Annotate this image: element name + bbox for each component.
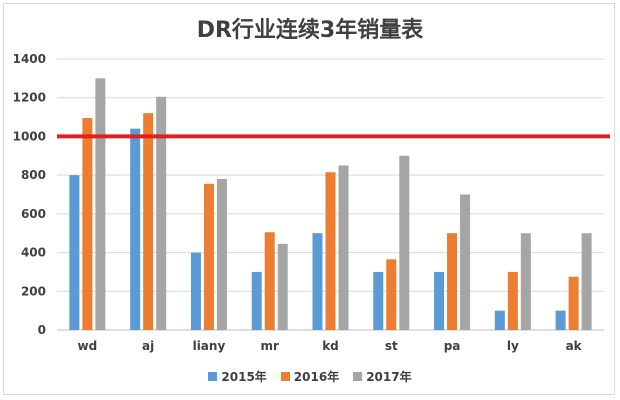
legend-item: 2015年 bbox=[208, 368, 267, 385]
bar bbox=[156, 96, 167, 330]
bar bbox=[338, 165, 349, 330]
bar bbox=[251, 271, 262, 330]
bar bbox=[460, 194, 471, 330]
bar bbox=[143, 113, 154, 330]
bar bbox=[581, 233, 592, 330]
legend-label: 2016年 bbox=[293, 370, 340, 384]
bar bbox=[95, 78, 106, 330]
bar bbox=[69, 175, 80, 330]
legend-label: 2015年 bbox=[221, 370, 267, 384]
bar bbox=[325, 172, 336, 330]
x-tick-label: st bbox=[385, 339, 398, 353]
legend-item: 2017年 bbox=[353, 368, 412, 385]
bar bbox=[507, 271, 518, 330]
bar bbox=[399, 155, 410, 330]
bar bbox=[190, 252, 201, 330]
bar bbox=[130, 128, 141, 330]
legend-item: 2016年 bbox=[280, 368, 340, 385]
x-tick-label: pa bbox=[444, 339, 461, 353]
bar bbox=[568, 276, 579, 330]
y-tick-label: 200 bbox=[21, 284, 46, 298]
legend-swatch bbox=[208, 372, 218, 381]
x-tick-label: kd bbox=[322, 339, 339, 353]
y-tick-label: 1000 bbox=[13, 129, 46, 143]
y-tick-label: 0 bbox=[38, 323, 46, 337]
legend-label: 2017年 bbox=[366, 370, 412, 384]
bar bbox=[203, 183, 214, 330]
chart-title: DR行业连续3年销量表 bbox=[196, 18, 424, 43]
y-tick-label: 600 bbox=[21, 207, 46, 221]
bar bbox=[447, 233, 458, 330]
bar bbox=[277, 243, 288, 330]
bar bbox=[555, 310, 566, 330]
bar bbox=[494, 310, 505, 330]
x-tick-label: liany bbox=[193, 339, 226, 353]
x-tick-label: wd bbox=[78, 339, 98, 353]
x-tick-label: ly bbox=[507, 339, 519, 353]
y-tick-label: 1200 bbox=[13, 91, 46, 105]
y-tick-label: 1400 bbox=[13, 52, 46, 66]
legend-swatch bbox=[280, 372, 290, 381]
x-tick-label: aj bbox=[142, 339, 154, 353]
bar bbox=[373, 271, 384, 330]
chart-legend: 2015年 2016年 2017年 bbox=[0, 368, 620, 385]
bar bbox=[520, 233, 531, 330]
x-tick-label: ak bbox=[566, 339, 583, 353]
y-tick-label: 400 bbox=[21, 246, 46, 260]
bar bbox=[216, 179, 227, 330]
y-tick-label: 800 bbox=[21, 168, 46, 182]
bar bbox=[264, 232, 275, 330]
bar bbox=[386, 259, 397, 330]
bar bbox=[82, 118, 93, 331]
x-tick-label: mr bbox=[261, 339, 280, 353]
bar bbox=[312, 233, 323, 330]
bar bbox=[434, 271, 445, 330]
legend-swatch bbox=[353, 372, 363, 381]
